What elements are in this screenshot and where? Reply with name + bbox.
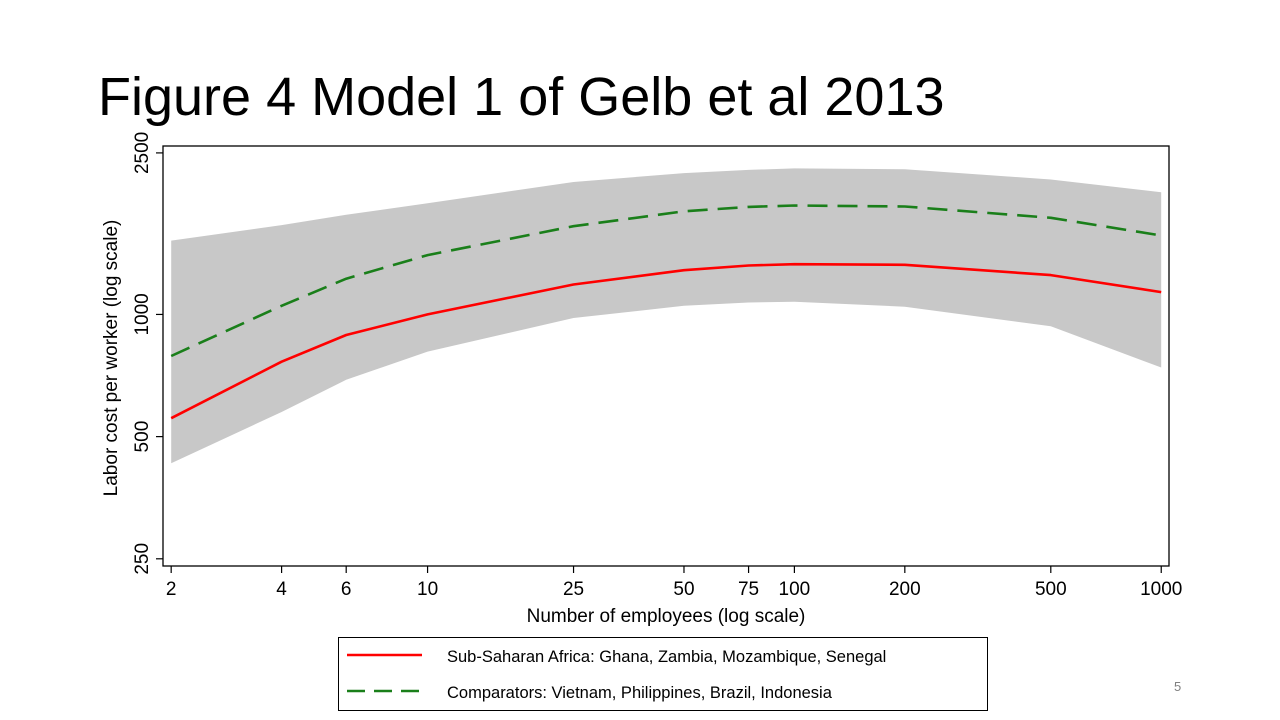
legend-swatch-comparators [347,689,422,693]
x-tick-label: 50 [673,579,694,600]
y-tick-label: 1000 [132,293,153,335]
x-tick-label: 200 [889,579,921,600]
x-tick-label: 100 [779,579,811,600]
x-tick-label: 25 [563,579,584,600]
axes: 2 4 6 10 25 50 75 100 200 500 1000 250 500 1000 2500 [132,132,1182,600]
x-tick-label: 6 [341,579,352,600]
series-line-ssa [170,262,1162,420]
legend-swatch-ssa [347,653,422,657]
x-tick-label: 75 [738,579,759,600]
y-tick-label: 2500 [132,132,153,174]
legend: Sub-Saharan Africa: Ghana, Zambia, Mozam… [338,637,988,711]
confidence-band [171,168,1162,464]
legend-item-comparators: Comparators: Vietnam, Philippines, Brazi… [339,678,987,708]
legend-label-comparators: Comparators: Vietnam, Philippines, Brazi… [447,684,832,702]
legend-item-ssa: Sub-Saharan Africa: Ghana, Zambia, Mozam… [339,642,987,672]
x-axis-label: Number of employees (log scale) [527,606,806,627]
x-tick-label: 10 [417,579,438,600]
legend-label-ssa: Sub-Saharan Africa: Ghana, Zambia, Mozam… [447,648,887,666]
y-axis-label: Labor cost per worker (log scale) [101,220,122,497]
plot-area [170,168,1162,464]
slide-title: Figure 4 Model 1 of Gelb et al 2013 [98,67,945,127]
plot-frame [162,145,1170,567]
x-tick-label: 1000 [1140,579,1182,600]
x-tick-label: 4 [276,579,287,600]
x-tick-label: 500 [1035,579,1067,600]
page-number: 5 [1174,679,1182,694]
y-tick-label: 250 [132,543,153,575]
series-line-comparators [170,204,1162,358]
x-tick-label: 2 [166,579,177,600]
y-tick-label: 500 [132,421,153,453]
